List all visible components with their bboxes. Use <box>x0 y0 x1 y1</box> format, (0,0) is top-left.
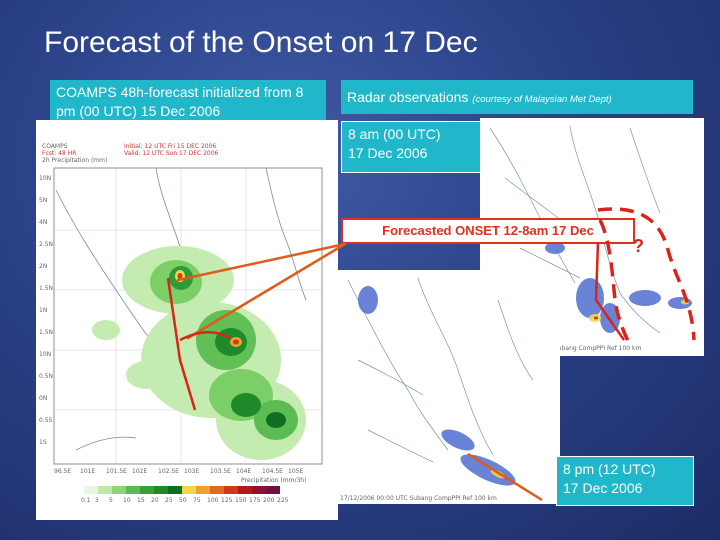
svg-text:104.5E: 104.5E <box>262 468 283 475</box>
lon-labels: 96.5E 101E 101.5E 102E 102.5E 103E 103.5… <box>54 468 303 475</box>
legend-value: 25 <box>165 497 173 504</box>
svg-text:10N: 10N <box>39 175 51 182</box>
legend-value: 3 <box>95 497 99 504</box>
legend-swatch <box>168 486 182 494</box>
map-header-model: COAMPS <box>42 143 68 150</box>
svg-text:103.5E: 103.5E <box>210 468 231 475</box>
forecast-map-graphic: COAMPS Fcst: 48 HR 2h Precipitation (mm)… <box>39 143 323 504</box>
legend-value: 50 <box>179 497 187 504</box>
svg-text:96.5E: 96.5E <box>54 468 71 475</box>
legend-swatch <box>224 486 238 494</box>
legend-value: 100 <box>207 497 219 504</box>
legend-value: 200 <box>263 497 275 504</box>
time-label-morning-line2: 17 Dec 2006 <box>348 145 428 161</box>
legend-value: 5 <box>109 497 113 504</box>
svg-text:103E: 103E <box>184 468 199 475</box>
svg-text:4N: 4N <box>39 219 47 226</box>
svg-text:0.5N: 0.5N <box>39 373 53 380</box>
svg-text:105E: 105E <box>288 468 303 475</box>
time-label-evening-line2: 17 Dec 2006 <box>563 480 643 496</box>
map-header-field: 2h Precipitation (mm) <box>42 157 107 164</box>
legend-value: 15 <box>137 497 145 504</box>
legend-swatch <box>126 486 140 494</box>
time-label-evening: 8 pm (12 UTC) 17 Dec 2006 <box>556 456 694 506</box>
svg-text:1.5N: 1.5N <box>39 285 53 292</box>
svg-text:1N: 1N <box>39 307 47 314</box>
forecast-onset-label: Forecasted ONSET 12-8am 17 Dec <box>341 218 635 244</box>
legend-value: 10 <box>123 497 131 504</box>
svg-text:104E: 104E <box>236 468 251 475</box>
legend-swatch <box>154 486 168 494</box>
legend-value: 125 <box>221 497 233 504</box>
legend-title: Precipitation (mm/3h) <box>241 477 306 484</box>
legend-value: 0.1 <box>81 497 91 504</box>
svg-text:5N: 5N <box>39 197 47 204</box>
map-header-fcst: Fcst: 48 HR <box>42 150 76 157</box>
svg-text:102E: 102E <box>132 468 147 475</box>
lat-labels: 10N 5N 4N 2.5N 2N 1.5N 1N 1.5N 10N 0.5N … <box>39 175 53 446</box>
legend-value: 75 <box>193 497 201 504</box>
legend-swatch <box>210 486 224 494</box>
svg-text:0N: 0N <box>39 395 47 402</box>
radar-stamp-2: 17/12/2006 00:00 UTC Subang CompPPI Ref … <box>340 495 497 502</box>
legend-swatch <box>140 486 154 494</box>
svg-text:2.5N: 2.5N <box>39 241 53 248</box>
slide-title: Forecast of the Onset on 17 Dec <box>44 26 478 59</box>
time-label-morning-line1: 8 am (00 UTC) <box>348 126 441 142</box>
svg-text:1.5N: 1.5N <box>39 329 53 336</box>
map-header-initial: Initial: 12 UTC Fri 15 DEC 2006 <box>124 143 216 150</box>
legend-swatch <box>196 486 210 494</box>
legend-swatch <box>84 486 98 494</box>
precip-legend <box>84 486 280 494</box>
legend-swatch <box>112 486 126 494</box>
precip-legend-values: 0.1 3 5 10 15 20 25 50 75 100 125 150 175 200 225 <box>81 497 289 504</box>
svg-text:10N: 10N <box>39 351 51 358</box>
legend-value: 150 <box>235 497 247 504</box>
legend-swatch <box>252 486 266 494</box>
svg-text:101.5E: 101.5E <box>106 468 127 475</box>
legend-value: 175 <box>249 497 261 504</box>
time-label-evening-line1: 8 pm (12 UTC) <box>563 461 656 477</box>
svg-text:2N: 2N <box>39 263 47 270</box>
svg-text:102.5E: 102.5E <box>158 468 179 475</box>
forecast-map: COAMPS Fcst: 48 HR 2h Precipitation (mm)… <box>36 120 338 520</box>
legend-swatch <box>98 486 112 494</box>
radar-caption: Radar observations (courtesy of Malaysia… <box>341 80 693 114</box>
svg-text:101E: 101E <box>80 468 95 475</box>
radar-image-1200utc: 17/12/2006 00:00 UTC Subang CompPPI Ref … <box>338 270 560 504</box>
map-header-valid: Valid: 12 UTC Sun 17 DEC 2006 <box>124 150 219 157</box>
time-label-morning: 8 am (00 UTC) 17 Dec 2006 <box>341 121 481 173</box>
legend-swatch <box>182 486 196 494</box>
svg-text:0.5S: 0.5S <box>39 417 53 424</box>
radar-caption-title: Radar observations <box>347 89 469 105</box>
svg-text:1S: 1S <box>39 439 47 446</box>
legend-value: 20 <box>151 497 159 504</box>
legend-swatch <box>266 486 280 494</box>
radar-credit: (courtesy of Malaysian Met Dept) <box>472 94 612 105</box>
legend-swatch <box>238 486 252 494</box>
radar-stamp-1: Subang CompPPI Ref 100 km <box>554 345 641 352</box>
legend-value: 225 <box>277 497 289 504</box>
